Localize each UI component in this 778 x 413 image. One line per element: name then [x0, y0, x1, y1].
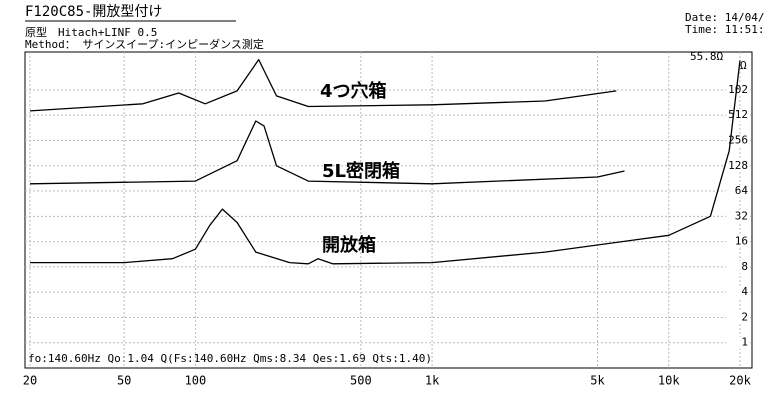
y-tick-label: 128 — [728, 159, 748, 172]
y-tick-label: 2 — [741, 310, 748, 323]
series-label: 5L密閉箱 — [322, 160, 400, 182]
tick-label-bg — [726, 336, 750, 349]
series-label: 開放箱 — [322, 234, 376, 256]
x-tick-label: 100 — [185, 374, 207, 388]
y-tick-label: 256 — [728, 133, 748, 146]
x-tick-label: 1k — [425, 374, 440, 388]
impedance-curve — [30, 60, 741, 265]
plot-frame — [24, 51, 753, 369]
y-tick-label: 8 — [741, 260, 748, 273]
x-tick-label: 10k — [658, 374, 680, 388]
y-tick-label: 16 — [735, 235, 748, 248]
time: Time: 11:51: — [685, 23, 764, 36]
tick-label-bg — [726, 159, 750, 172]
tick-label-bg — [726, 235, 750, 248]
date: Date: 14/04/ — [685, 11, 764, 24]
x-tick-label: 500 — [350, 374, 372, 388]
y-tick-label: 102 — [728, 83, 748, 96]
tick-label-bg — [726, 109, 750, 122]
footer: fo:140.60Hz Qo:1.04 Q(Fs:140.60Hz Qms:8.… — [28, 352, 432, 365]
tick-label-bg — [726, 260, 750, 273]
series-label: 4つ穴箱 — [320, 80, 387, 102]
y-tick-label: 64 — [735, 184, 749, 197]
tick-label-bg — [726, 311, 750, 324]
impedance-curve — [29, 58, 617, 112]
tick-label-bg — [726, 286, 750, 299]
peak-label: 55.8Ω — [690, 50, 723, 63]
method: Method： サインスイープ:インピーダンス測定 — [25, 37, 264, 51]
impedance-curve — [29, 120, 625, 185]
tick-label-bg — [726, 83, 750, 96]
y-tick-label: 4 — [741, 285, 748, 298]
tick-label-bg — [726, 134, 750, 147]
y-unit: Ω — [740, 59, 747, 72]
tick-label-bg — [726, 185, 750, 198]
x-tick-label: 20k — [729, 374, 751, 388]
y-tick-label: 512 — [728, 108, 748, 121]
y-tick-label: 1 — [741, 336, 748, 349]
tick-label-bg — [726, 210, 750, 223]
chart-title: F120C85-開放型付け — [25, 4, 162, 20]
x-tick-label: 50 — [117, 374, 131, 388]
x-tick-label: 20 — [23, 374, 37, 388]
x-tick-label: 5k — [590, 374, 605, 388]
subtitle: 原型 Hitach+LINF 0.5 — [25, 25, 157, 39]
y-tick-label: 32 — [735, 209, 748, 222]
